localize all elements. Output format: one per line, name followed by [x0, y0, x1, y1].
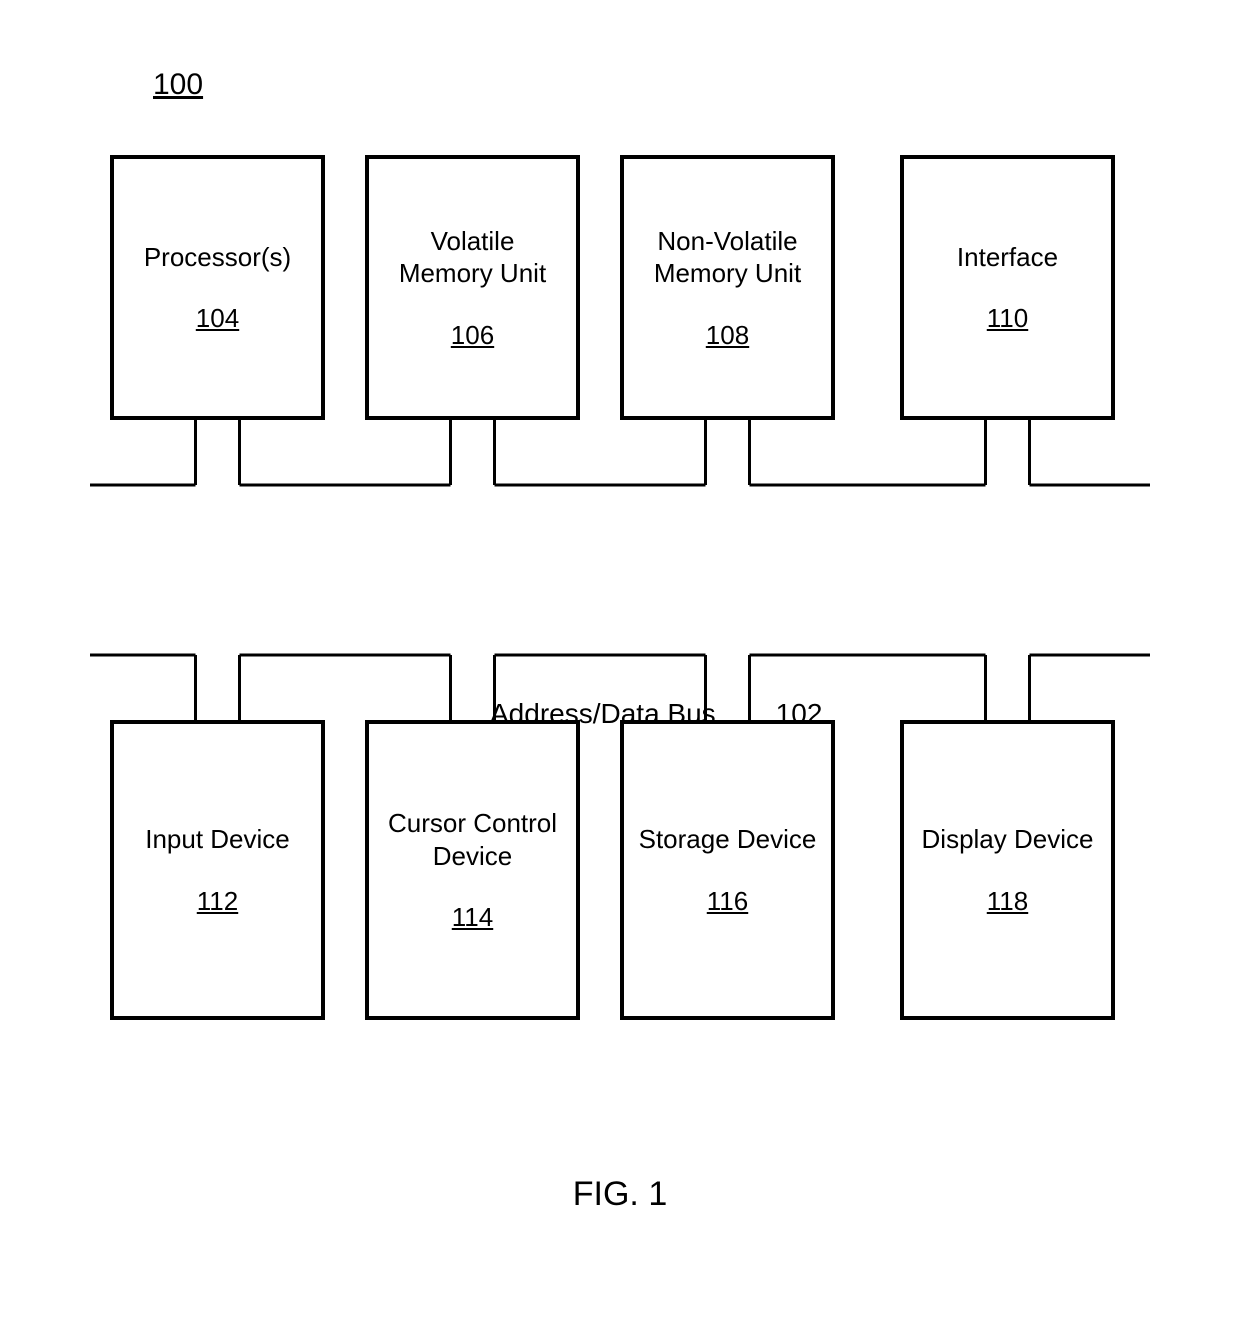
block-nonvolatile-memory: Non-Volatile Memory Unit 108	[620, 155, 835, 420]
block-number: 118	[987, 886, 1028, 917]
block-storage-device: Storage Device 116	[620, 720, 835, 1020]
block-cursor-control: Cursor Control Device 114	[365, 720, 580, 1020]
block-label: Display Device	[922, 823, 1094, 856]
block-number: 104	[196, 303, 239, 334]
block-number: 116	[707, 886, 748, 917]
block-interface: Interface 110	[900, 155, 1115, 420]
block-diagram: Processor(s) 104 Volatile Memory Unit 10…	[90, 155, 1150, 1115]
block-label: Non-Volatile Memory Unit	[638, 225, 818, 290]
block-number: 112	[197, 886, 238, 917]
block-label: Processor(s)	[144, 241, 291, 274]
block-number: 108	[706, 320, 749, 351]
block-number: 106	[451, 320, 494, 351]
block-display-device: Display Device 118	[900, 720, 1115, 1020]
block-volatile-memory: Volatile Memory Unit 106	[365, 155, 580, 420]
block-input-device: Input Device 112	[110, 720, 325, 1020]
block-number: 110	[987, 303, 1028, 334]
block-processor: Processor(s) 104	[110, 155, 325, 420]
block-label: Input Device	[145, 823, 290, 856]
block-number: 114	[452, 902, 493, 933]
block-label: Storage Device	[639, 823, 817, 856]
figure-caption: FIG. 1	[573, 1175, 667, 1214]
block-label: Interface	[957, 241, 1058, 274]
figure-reference-number: 100	[153, 68, 203, 102]
block-label: Volatile Memory Unit	[383, 225, 563, 290]
block-label: Cursor Control Device	[383, 807, 563, 872]
